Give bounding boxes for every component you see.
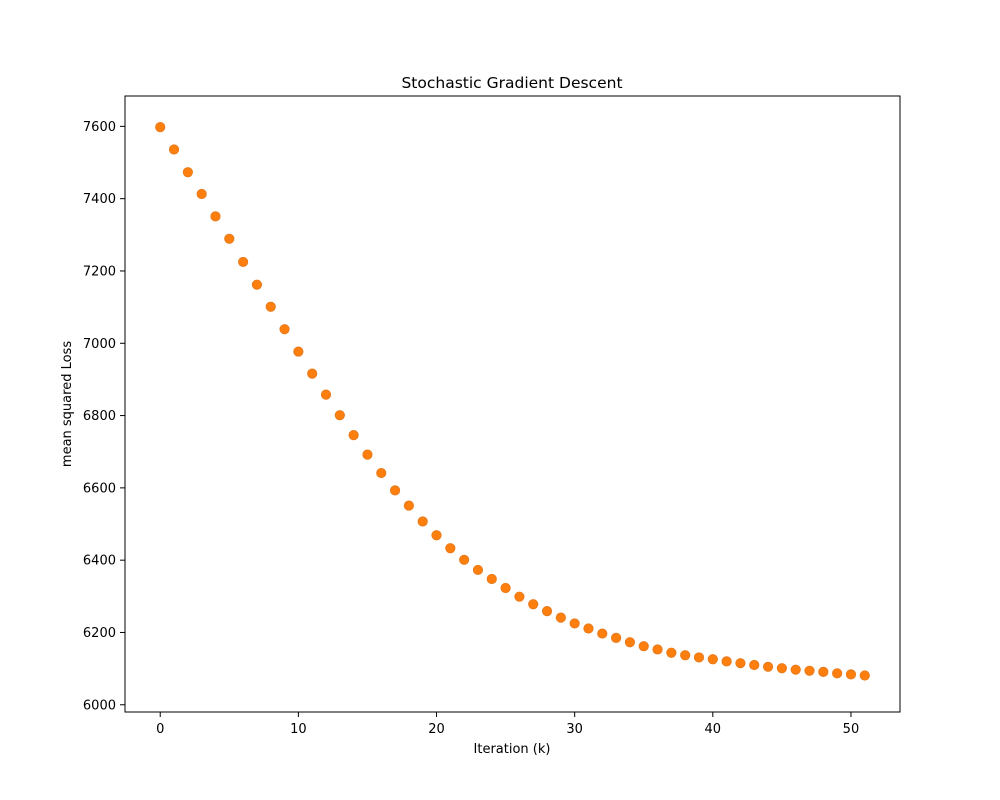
data-point	[224, 233, 235, 244]
data-point	[459, 554, 470, 565]
data-point	[182, 167, 193, 178]
data-point	[818, 666, 829, 677]
data-point	[196, 188, 207, 200]
data-point	[804, 665, 815, 676]
chart-title: Stochastic Gradient Descent	[401, 74, 622, 92]
data-point	[238, 256, 249, 268]
y-tick-label: 7400	[83, 192, 116, 207]
x-axis-title: Iteration (k)	[474, 742, 551, 757]
data-point	[583, 623, 594, 634]
y-tick-label: 7000	[83, 337, 116, 352]
data-point	[652, 644, 663, 655]
data-point	[403, 500, 414, 511]
data-point	[320, 389, 332, 400]
data-point	[486, 573, 497, 585]
data-point	[500, 582, 511, 594]
data-point	[845, 669, 857, 680]
data-point	[735, 658, 746, 669]
data-point	[210, 211, 221, 222]
data-point	[569, 618, 580, 629]
data-point	[376, 467, 387, 479]
data-point	[417, 516, 428, 527]
data-point	[528, 599, 539, 610]
data-points	[155, 121, 870, 681]
data-point	[514, 591, 525, 602]
x-tick-label: 30	[566, 722, 583, 737]
data-point	[155, 121, 166, 133]
data-point	[666, 647, 677, 658]
x-axis: 0 10 20 30 40 50	[156, 712, 859, 737]
data-point	[541, 606, 553, 617]
y-tick-label: 6800	[83, 409, 116, 424]
y-tick-label: 6400	[83, 554, 116, 569]
data-point	[749, 659, 760, 671]
x-tick-label: 10	[290, 722, 307, 737]
data-point	[334, 410, 345, 421]
data-point	[693, 652, 705, 663]
x-tick-label: 0	[156, 722, 164, 737]
data-point	[348, 429, 359, 441]
data-point	[597, 628, 608, 639]
data-point	[790, 664, 801, 675]
data-point	[555, 612, 566, 623]
data-point	[389, 485, 401, 496]
data-point	[721, 656, 732, 667]
y-tick-label: 6600	[83, 481, 116, 496]
data-point	[265, 301, 276, 312]
data-point	[431, 530, 442, 541]
y-tick-label: 6200	[83, 626, 116, 641]
y-tick-label: 7600	[83, 120, 116, 135]
data-point	[707, 654, 718, 665]
data-point	[762, 661, 774, 672]
data-point	[832, 668, 843, 679]
data-point	[279, 324, 290, 335]
x-tick-label: 20	[428, 722, 445, 737]
data-point	[307, 368, 318, 379]
x-tick-label: 40	[705, 722, 722, 737]
data-point	[251, 279, 263, 290]
data-point	[859, 670, 870, 681]
data-point	[445, 543, 456, 554]
data-point	[638, 641, 649, 652]
data-point	[472, 564, 484, 576]
y-axis: 6000 6200 6400 6600 6800 7000 7200 7400 7600	[83, 120, 125, 713]
x-tick-label: 50	[843, 722, 860, 737]
data-point	[362, 449, 373, 460]
y-tick-label: 7200	[83, 264, 116, 279]
data-point	[293, 346, 304, 357]
axes-frame	[124, 95, 901, 713]
data-point	[776, 663, 787, 674]
y-axis-title: mean squared Loss	[60, 341, 75, 467]
data-point	[611, 632, 622, 643]
data-point	[680, 650, 691, 661]
y-tick-label: 6000	[83, 698, 116, 713]
data-point	[168, 144, 180, 155]
data-point	[624, 637, 636, 648]
